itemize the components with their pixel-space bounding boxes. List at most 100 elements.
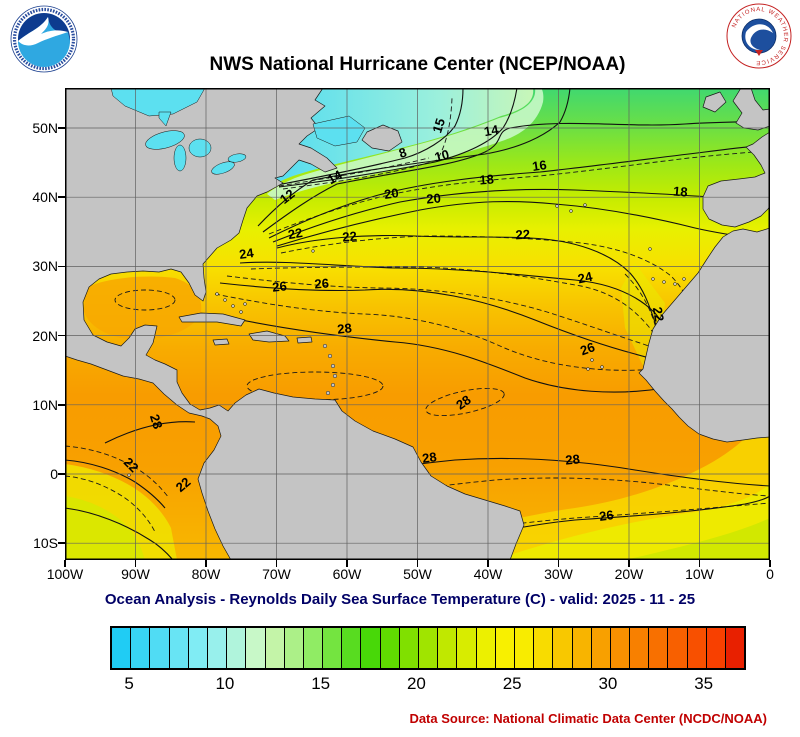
land-cuba (178, 312, 246, 327)
lon-axis-label: 0 (766, 566, 774, 582)
lake-michigan (173, 144, 187, 172)
colorbar-tick-label: 30 (598, 674, 618, 693)
lon-axis-label: 80W (191, 566, 221, 582)
contour-label: 20 (426, 190, 442, 206)
contour-label: 26 (314, 276, 329, 292)
colorbar-cell (571, 628, 591, 668)
contour-label: 22 (650, 306, 667, 323)
contour-label: 8 (397, 144, 409, 161)
colorbar-tick-label: 5 (124, 674, 134, 693)
lon-axis-tick (487, 560, 489, 567)
colorbar-cell (590, 628, 610, 668)
contour-label: 18 (673, 183, 689, 199)
landmasses (65, 88, 770, 560)
colorbar-cells (112, 628, 745, 668)
page-title: NWS National Hurricane Center (NCEP/NOAA… (209, 54, 626, 75)
map-border (65, 88, 770, 560)
lon-axis-tick (64, 560, 66, 567)
colorbar-cell (264, 628, 284, 668)
lake-superior (145, 130, 185, 150)
contour-label: 15 (429, 116, 448, 134)
lon-axis-label: 30W (544, 566, 573, 582)
colorbar-cell (379, 628, 399, 668)
nws-logo-hurricane-icon (745, 24, 773, 50)
inland-waters (110, 88, 366, 175)
lon-axis-label: 10W (685, 566, 714, 582)
colorbar-cell (533, 628, 553, 668)
lon-axis-tick (134, 560, 137, 567)
colorbar-cell (341, 628, 361, 668)
colorbar-cell (513, 628, 534, 668)
colorbar-cell (112, 628, 131, 668)
colorbar-cell (226, 628, 246, 668)
colorbar-cell (322, 628, 342, 668)
noaa-logo-ring-text (12, 7, 76, 71)
colorbar-cell (245, 628, 265, 668)
land-small-islands (127, 203, 686, 477)
contour-label: 14 (483, 122, 501, 139)
james-bay (158, 111, 172, 127)
colorbar-cell (552, 628, 572, 668)
land-ireland (702, 91, 727, 113)
colorbar-cell (456, 628, 476, 668)
lat-axis-label: 50N (32, 120, 58, 136)
contour-label: 28 (453, 392, 473, 413)
lon-axis-tick (346, 560, 348, 567)
lon-axis-label: 100W (46, 566, 84, 582)
noaa-logo-gull-icon (18, 17, 68, 46)
lat-axis-label: 10N (32, 396, 58, 413)
contour-label: 28 (337, 320, 353, 336)
lat-axis-label: 30N (32, 258, 58, 275)
colorbar-cell (629, 628, 649, 668)
lake-erie (211, 161, 235, 175)
lon-axis-tick (769, 560, 771, 567)
lon-axis-label: 40W (473, 566, 503, 582)
lon-axis-tick (416, 560, 419, 567)
lat-axis-tick (58, 196, 65, 198)
contour-label: 24 (238, 245, 255, 262)
colorbar-cell (206, 628, 227, 668)
colorbar-tick-label: 35 (694, 674, 714, 693)
colorbar (110, 626, 746, 670)
contour-label: 16 (531, 157, 547, 174)
colorbar-cell (283, 628, 303, 668)
contour-label: 28 (421, 449, 437, 466)
lon-axis-tick (275, 560, 278, 567)
colorbar-cell (686, 628, 706, 668)
contour-label: 20 (383, 185, 399, 202)
lat-axis-tick (58, 542, 65, 544)
colorbar-tick-label: 10 (215, 674, 235, 693)
contour-label: 26 (272, 278, 288, 294)
lat-axis-tick (58, 404, 65, 406)
colorbar-tick-label: 15 (311, 674, 331, 693)
land-puerto-rico (296, 336, 313, 344)
land-newfoundland (361, 124, 403, 152)
contour-label: 28 (147, 412, 166, 430)
contour-label: 26 (578, 339, 597, 358)
colorbar-cell (398, 628, 418, 668)
contour-label: 10 (433, 147, 451, 165)
contour-label: 24 (576, 269, 594, 287)
noaa-logo (10, 5, 78, 73)
colorbar-cell (609, 628, 630, 668)
gulf-of-st-lawrence (312, 115, 366, 147)
colorbar-cell (360, 628, 380, 668)
colorbar-tick-label: 25 (502, 674, 522, 693)
contour-label: 26 (598, 507, 614, 524)
contour-label: 28 (565, 451, 581, 467)
lat-axis-label: 10S (33, 535, 58, 552)
colorbar-cell (648, 628, 668, 668)
lat-axis-tick (58, 265, 65, 268)
colorbar-cell (437, 628, 457, 668)
colorbar-cell (149, 628, 169, 668)
colorbar-cell (187, 628, 207, 668)
lon-axis-tick (628, 560, 630, 567)
lon-axis-tick (557, 560, 560, 567)
colorbar-cell (705, 628, 725, 668)
contour-label: 22 (287, 225, 304, 242)
graticule (65, 88, 770, 560)
lat-axis-tick (58, 127, 65, 129)
colorbar-cell (168, 628, 188, 668)
